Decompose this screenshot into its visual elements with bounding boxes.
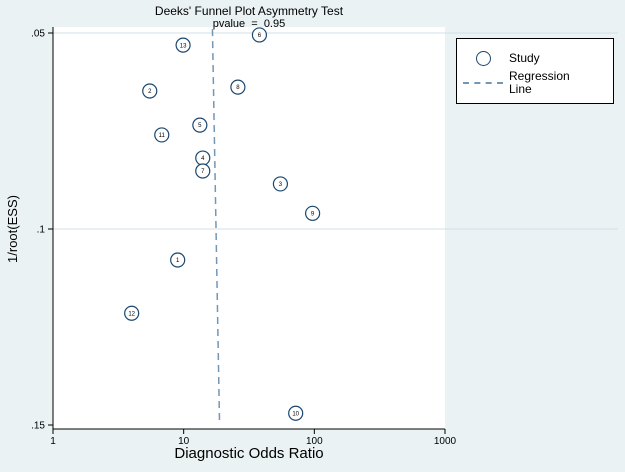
legend-item-study: Study	[457, 46, 613, 70]
study-marker-4: 4	[195, 150, 211, 166]
study-marker-13: 13	[175, 37, 191, 53]
chart-subtitle: pvalue = 0.95	[212, 18, 286, 30]
study-circle	[170, 252, 186, 268]
x-tick-label: 100	[306, 436, 323, 447]
y-axis-title: 1/root(ESS)	[5, 195, 20, 263]
study-number: 11	[159, 133, 166, 139]
study-number: 6	[258, 33, 262, 39]
study-marker-10: 10	[288, 405, 304, 421]
study-circle	[251, 27, 268, 43]
study-number: 13	[180, 43, 187, 49]
study-marker-2: 2	[142, 83, 158, 99]
study-circle-icon	[475, 50, 491, 66]
study-number: 8	[236, 85, 240, 91]
regression-line	[211, 29, 221, 422]
study-marker-12: 12	[124, 305, 140, 321]
legend-regression-marker-cell	[457, 82, 509, 84]
x-tick-label: 1	[50, 436, 56, 447]
study-circle	[154, 127, 170, 143]
study-number: 12	[128, 311, 135, 317]
study-number: 7	[201, 169, 205, 175]
study-number: 10	[292, 411, 299, 417]
x-axis-title: Diagnostic Odds Ratio	[174, 445, 324, 462]
chart-title: Deeks' Funnel Plot Asymmetry Test	[154, 4, 344, 18]
study-number: 2	[148, 89, 152, 95]
legend-study-marker-cell	[457, 50, 509, 66]
y-tick-label: .05	[31, 29, 45, 40]
legend-regression-label: Regression Line	[509, 69, 570, 96]
study-circle	[142, 83, 158, 99]
x-tick-label: 10	[178, 436, 190, 447]
study-marker-11: 11	[154, 127, 170, 143]
legend-study-label: Study	[509, 50, 540, 65]
study-circle	[230, 79, 246, 95]
study-number: 1	[176, 258, 180, 264]
study-circle	[124, 305, 140, 321]
study-circle	[175, 37, 191, 53]
study-marker-7: 7	[195, 163, 211, 179]
legend-item-regression: Regression Line	[457, 70, 613, 96]
study-number: 5	[198, 123, 202, 129]
study-circle	[272, 176, 289, 192]
study-marker-5: 5	[192, 117, 208, 133]
study-marker-8: 8	[230, 79, 246, 95]
study-circle	[288, 405, 304, 421]
study-marker-6: 6	[251, 27, 268, 43]
study-marker-9: 9	[305, 205, 321, 221]
x-tick-label: 1000	[434, 436, 457, 447]
study-marker-3: 3	[272, 176, 289, 192]
study-number: 4	[201, 156, 205, 162]
legend: Study Regression Line	[456, 38, 614, 104]
study-marker-1: 1	[170, 252, 186, 268]
y-tick-label: .1	[37, 225, 46, 236]
plot-area	[53, 27, 445, 429]
study-circle	[195, 163, 211, 179]
y-tick-label: .15	[31, 421, 45, 432]
study-circle	[192, 117, 208, 133]
study-circle	[305, 205, 321, 221]
study-number: 3	[279, 182, 283, 188]
dashed-line-icon	[463, 82, 503, 84]
study-number: 9	[311, 211, 315, 217]
